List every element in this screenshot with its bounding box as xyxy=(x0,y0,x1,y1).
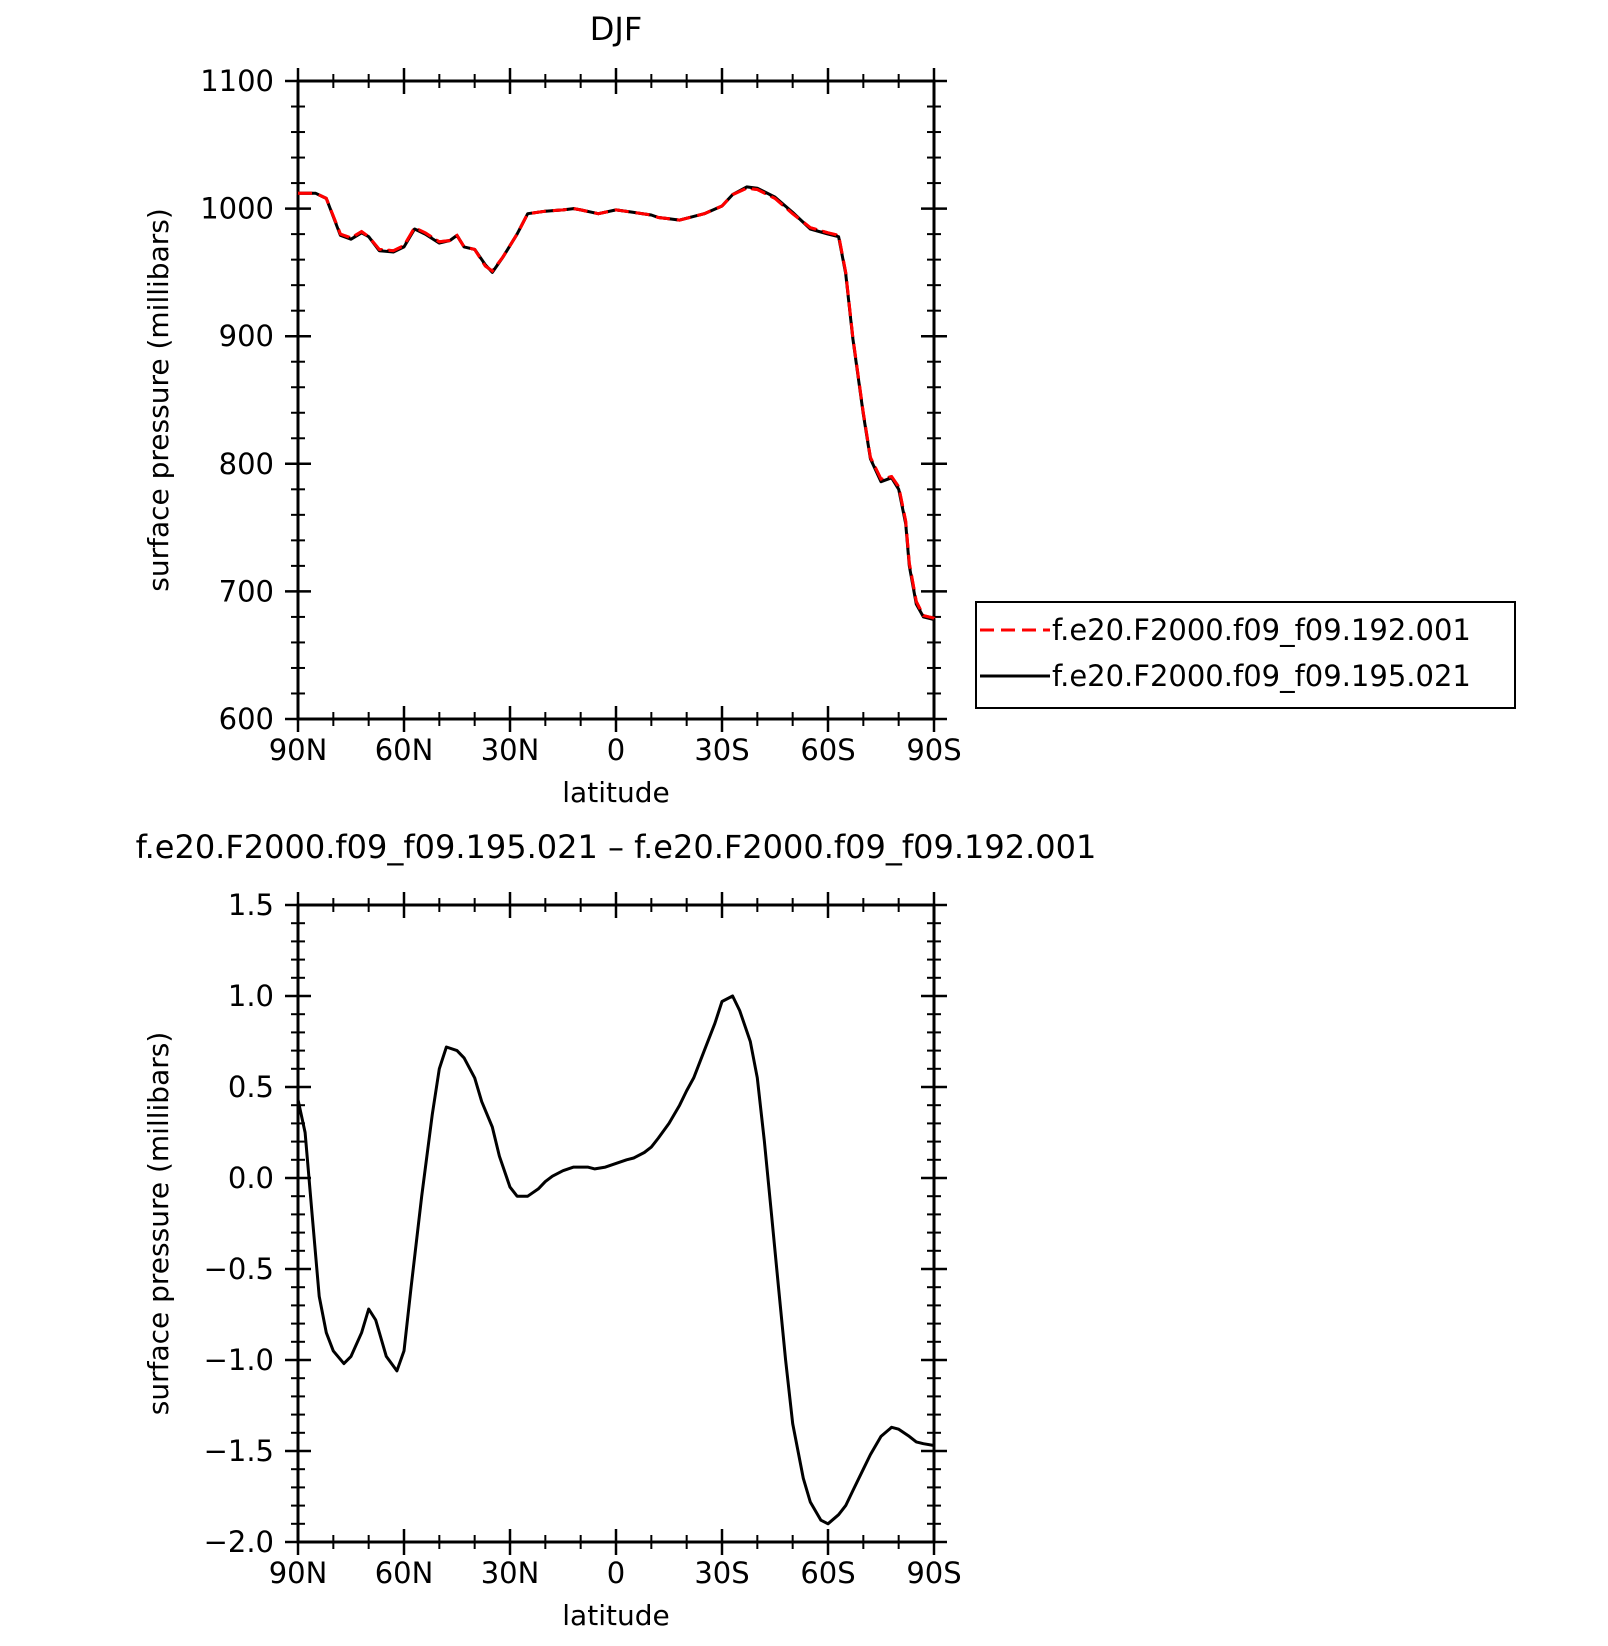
x-tick-label: 60S xyxy=(800,1556,855,1590)
x-tick-label: 30N xyxy=(481,733,540,767)
chart-bottom-difference: f.e20.F2000.f09_f09.195.021 – f.e20.F200… xyxy=(136,828,1097,1632)
plot-title: f.e20.F2000.f09_f09.195.021 – f.e20.F200… xyxy=(136,828,1097,866)
x-tick-label: 90N xyxy=(269,733,328,767)
y-tick-label: −0.5 xyxy=(204,1252,274,1286)
x-axis-title: latitude xyxy=(562,1599,669,1632)
legend: f.e20.F2000.f09_f09.192.001 f.e20.F2000.f… xyxy=(975,601,1516,709)
x-tick-label: 0 xyxy=(607,1556,625,1590)
y-tick-label: −1.5 xyxy=(204,1434,274,1468)
chart-top-surface-pressure: DJF 90N 60N 30N 0 30S 60S 90S 600 700 800 900 1000 11… xyxy=(142,10,1516,809)
y-tick-label: 800 xyxy=(219,447,274,481)
plot-frame xyxy=(296,79,936,721)
y-tick-label: 0.0 xyxy=(228,1161,274,1195)
x-tick-label: 30S xyxy=(694,1556,749,1590)
x-tick-label: 60S xyxy=(800,733,855,767)
y-axis-title: surface pressure (millibars) xyxy=(142,1032,175,1416)
x-axis-title: latitude xyxy=(562,776,669,809)
y-tick-label: 900 xyxy=(219,319,274,353)
y-tick-label: 0.5 xyxy=(228,1070,274,1104)
y-tick-label: 1.5 xyxy=(228,888,274,922)
legend-label-2: f.e20.F2000.f09_f09.195.021 xyxy=(1052,659,1471,693)
x-tick-label: 60N xyxy=(375,1556,434,1590)
y-tick-label: −1.0 xyxy=(204,1343,274,1377)
x-tick-label: 30S xyxy=(694,733,749,767)
legend-box xyxy=(975,601,1516,709)
y-tick-label: −2.0 xyxy=(204,1525,274,1559)
y-tick-label: 1.0 xyxy=(228,979,274,1013)
x-tick-label: 30N xyxy=(481,1556,540,1590)
plot-title: DJF xyxy=(590,10,642,48)
legend-label-1: f.e20.F2000.f09_f09.192.001 xyxy=(1052,613,1471,647)
x-tick-label: 90S xyxy=(906,733,961,767)
x-tick-label: 90N xyxy=(269,1556,328,1590)
series-line-overlay-1 xyxy=(298,186,935,620)
plot-frame xyxy=(296,903,936,1544)
y-tick-label: 600 xyxy=(219,702,274,736)
y-tick-label: 1100 xyxy=(200,64,274,98)
y-axis-title: surface pressure (millibars) xyxy=(142,208,175,592)
x-tick-label: 0 xyxy=(607,733,625,767)
x-tick-label: 60N xyxy=(375,733,434,767)
series-line-1 xyxy=(296,994,936,1526)
y-tick-label: 700 xyxy=(219,574,274,608)
x-tick-label: 90S xyxy=(906,1556,961,1590)
y-tick-label: 1000 xyxy=(200,192,274,226)
